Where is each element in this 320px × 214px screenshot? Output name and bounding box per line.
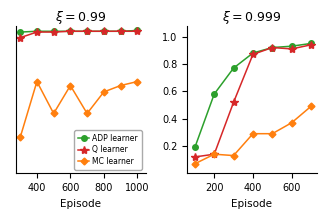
Legend: ADP learner, Q learner, MC learner: ADP learner, Q learner, MC learner (74, 130, 142, 169)
ADP learner (85, 30, 89, 33)
Q learner (119, 30, 123, 33)
X-axis label: Episode: Episode (231, 199, 272, 209)
ADP learner (18, 31, 22, 33)
Q learner (193, 156, 197, 158)
MC learner (52, 112, 56, 115)
ADP learner (270, 46, 274, 49)
Q learner (212, 153, 216, 156)
Q learner (309, 43, 313, 46)
Q learner (35, 31, 39, 33)
ADP learner (251, 52, 255, 54)
Line: MC learner: MC learner (18, 79, 140, 140)
MC learner (212, 153, 216, 156)
Q learner (270, 46, 274, 49)
Q learner (290, 48, 293, 50)
MC learner (35, 80, 39, 83)
MC learner (135, 80, 139, 83)
MC learner (18, 136, 22, 139)
ADP learner (193, 146, 197, 149)
Q learner (102, 30, 106, 33)
Q learner (251, 53, 255, 56)
MC learner (251, 132, 255, 135)
Line: Q learner: Q learner (16, 27, 141, 42)
ADP learner (212, 93, 216, 95)
Q learner (18, 36, 22, 39)
Q learner (68, 30, 72, 33)
ADP learner (52, 30, 56, 33)
Line: Q learner: Q learner (191, 41, 315, 161)
Line: ADP learner: ADP learner (17, 28, 140, 35)
Title: $\xi = 0.999$: $\xi = 0.999$ (222, 9, 282, 26)
Q learner (135, 30, 139, 33)
MC learner (270, 132, 274, 135)
MC learner (232, 154, 236, 157)
MC learner (290, 122, 293, 124)
MC learner (85, 112, 89, 115)
MC learner (119, 84, 123, 87)
ADP learner (35, 30, 39, 33)
MC learner (193, 162, 197, 165)
Q learner (85, 30, 89, 33)
ADP learner (309, 42, 313, 45)
X-axis label: Episode: Episode (60, 199, 101, 209)
ADP learner (232, 67, 236, 69)
ADP learner (119, 30, 123, 33)
Q learner (232, 101, 236, 104)
Line: MC learner: MC learner (192, 104, 313, 166)
Line: ADP learner: ADP learner (192, 41, 314, 150)
ADP learner (135, 29, 139, 32)
Title: $\xi = 0.99$: $\xi = 0.99$ (55, 9, 107, 26)
MC learner (309, 105, 313, 108)
MC learner (68, 84, 72, 87)
ADP learner (102, 30, 106, 33)
ADP learner (290, 45, 293, 48)
MC learner (102, 91, 106, 93)
ADP learner (68, 30, 72, 33)
Q learner (52, 31, 56, 33)
